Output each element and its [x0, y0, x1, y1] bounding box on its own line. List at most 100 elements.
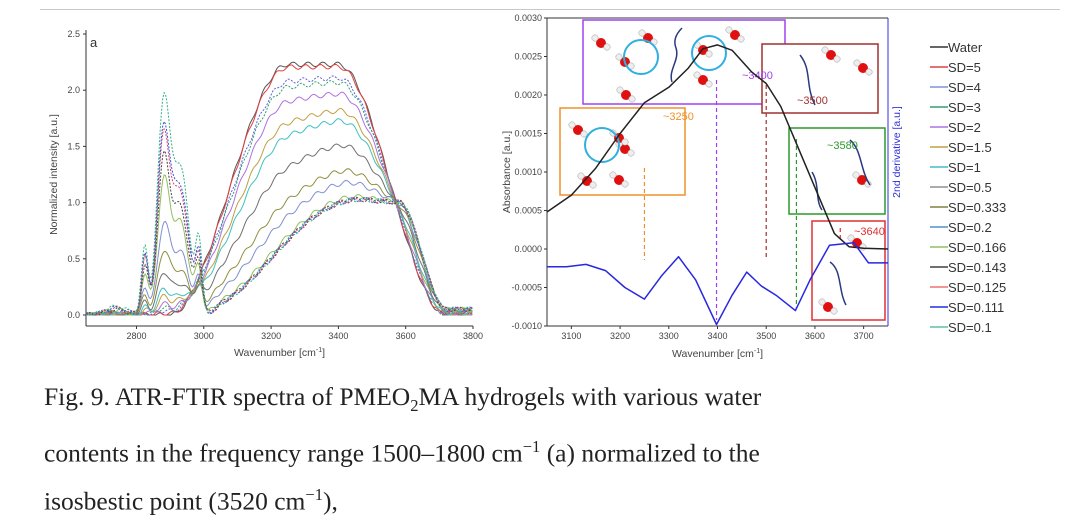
- hydrogen-atom-icon: [865, 68, 873, 76]
- series-line-sd-0-1: [85, 91, 473, 316]
- series-line-sd-3: [86, 80, 473, 316]
- hydrogen-atom-icon: [705, 50, 713, 58]
- hydrogen-atom-icon: [615, 53, 623, 61]
- y-tick-label: 0.0030: [514, 13, 542, 23]
- legend-label: SD=5: [948, 60, 981, 75]
- legend-label: SD=3: [948, 100, 981, 115]
- y-tick-label: 2.5: [67, 29, 80, 39]
- oxygen-atom-icon: [826, 50, 836, 60]
- y-tick-label: 0.0020: [514, 90, 542, 100]
- y2-axis-label: 2nd derivative [a.u.]: [891, 106, 903, 198]
- series-line-sd-0-143: [85, 149, 473, 316]
- polymer-chain-icon: [849, 139, 871, 186]
- y-axis-label: Normalized intensity [a.u.]: [48, 114, 60, 235]
- hydrogen-atom-icon: [852, 171, 860, 179]
- figure-9: 2800 3000 3200 3400 3600 3800 0.0 0.5 1.0 1.5 2.0 2…: [48, 13, 1006, 360]
- x-tick-label: 3600: [805, 331, 825, 341]
- h-bond-shell-circle-icon: [623, 39, 659, 75]
- caption-sup: −1: [305, 484, 323, 504]
- caption-text: ),: [322, 486, 338, 516]
- series-line-sd-2: [86, 91, 473, 316]
- legend-label: SD=0.143: [948, 260, 1006, 275]
- x-tick-label: 3000: [194, 331, 214, 341]
- x-tick-label: 3500: [756, 331, 776, 341]
- absorbance-water-line: [546, 44, 889, 250]
- legend-label: SD=0.5: [948, 180, 992, 195]
- hydrogen-atom-icon: [833, 55, 841, 63]
- annotation-label: ~3580: [827, 140, 858, 152]
- hydrogen-atom-icon: [821, 46, 829, 54]
- series-line-sd-0-111: [85, 120, 473, 316]
- hydrogen-atom-icon: [621, 180, 629, 188]
- hydrogen-atom-icon: [818, 298, 826, 306]
- hydrogen-atom-icon: [705, 80, 713, 88]
- annotation-label: ~3640: [854, 226, 885, 238]
- hydrogen-atom-icon: [580, 130, 588, 138]
- series-line-sd-0-5: [85, 143, 473, 316]
- y-axis-label: Absorbance [a.u.]: [501, 131, 513, 213]
- hydrogen-atom-icon: [628, 95, 636, 103]
- caption-text: isosbestic point (3520 cm: [44, 486, 306, 516]
- hydrogen-atom-icon: [725, 26, 733, 34]
- x-axis-label: Wavenumber [cm-1]: [672, 348, 763, 360]
- y-tick-label: 0.0025: [514, 52, 542, 62]
- legend-label: SD=0.125: [948, 280, 1006, 295]
- hydrogen-atom-icon: [577, 172, 585, 180]
- top-rule: [40, 9, 1060, 10]
- polymer-chain-icon: [829, 261, 847, 306]
- oxygen-atom-icon: [582, 176, 592, 186]
- x-tick-label: 3200: [610, 331, 630, 341]
- y-tick-label: 1.5: [67, 141, 80, 151]
- hydrogen-atom-icon: [627, 149, 635, 157]
- x-tick-label: 3300: [659, 331, 679, 341]
- hydrogen-atom-icon: [693, 71, 701, 79]
- inset-box-3500: [761, 43, 879, 114]
- hydrogen-atom-icon: [616, 86, 624, 94]
- inset-box-3580: [788, 127, 886, 215]
- hydrogen-atom-icon: [627, 62, 635, 70]
- oxygen-atom-icon: [698, 75, 708, 85]
- inset-box-3400: [582, 19, 786, 105]
- hydrogen-atom-icon: [609, 171, 617, 179]
- x-tick-label: 3100: [561, 331, 581, 341]
- legend-label: SD=2: [948, 120, 981, 135]
- hydrogen-atom-icon: [568, 121, 576, 129]
- y-tick-label: 0.0005: [514, 206, 542, 216]
- hydrogen-atom-icon: [859, 243, 867, 251]
- y-tick-label: 0.0010: [514, 167, 542, 177]
- panel-a-chart: 2800 3000 3200 3400 3600 3800 0.0 0.5 1.0 1.5 2.0 2…: [48, 29, 483, 359]
- hydrogen-atom-icon: [589, 181, 597, 189]
- x-tick-label: 3700: [854, 331, 874, 341]
- x-axis-label: Wavenumber [cm-1]: [234, 347, 325, 359]
- caption-text: Fig. 9. ATR-FTIR spectra of PMEO: [44, 382, 411, 411]
- y-tick-label: 0.0015: [514, 129, 542, 139]
- oxygen-atom-icon: [573, 125, 583, 135]
- oxygen-atom-icon: [620, 144, 630, 154]
- series-line-sd-4: [86, 75, 473, 316]
- polymer-chain-icon: [670, 27, 683, 83]
- oxygen-atom-icon: [858, 63, 868, 73]
- legend-label: Water: [948, 40, 983, 55]
- y-tick-label: 2.0: [67, 85, 80, 95]
- oxygen-atom-icon: [823, 302, 833, 312]
- oxygen-atom-icon: [730, 30, 740, 40]
- y-tick-label: 0.0: [67, 310, 80, 320]
- panel-label: a: [90, 35, 98, 50]
- hydrogen-atom-icon: [830, 307, 838, 315]
- caption-line-2: contents in the frequency range 1500–180…: [44, 426, 1064, 474]
- hydrogen-atom-icon: [621, 138, 629, 146]
- oxygen-atom-icon: [857, 175, 867, 185]
- oxygen-atom-icon: [614, 175, 624, 185]
- caption-text: (a) normalized to the: [540, 438, 760, 468]
- hydrogen-atom-icon: [847, 234, 855, 242]
- series-line-sd-0-125: [85, 127, 473, 316]
- y-tick-label: 1.0: [67, 198, 80, 208]
- hydrogen-atom-icon: [853, 59, 861, 67]
- caption-line-3: isosbestic point (3520 cm−1),: [44, 474, 1064, 521]
- caption-text: contents in the frequency range 1500–180…: [44, 438, 523, 468]
- hydrogen-atom-icon: [737, 35, 745, 43]
- x-tick-label: 3400: [328, 331, 348, 341]
- h-bond-shell-circle-icon: [691, 35, 727, 71]
- hydrogen-atom-icon: [591, 34, 599, 42]
- legend-label: SD=0.333: [948, 200, 1006, 215]
